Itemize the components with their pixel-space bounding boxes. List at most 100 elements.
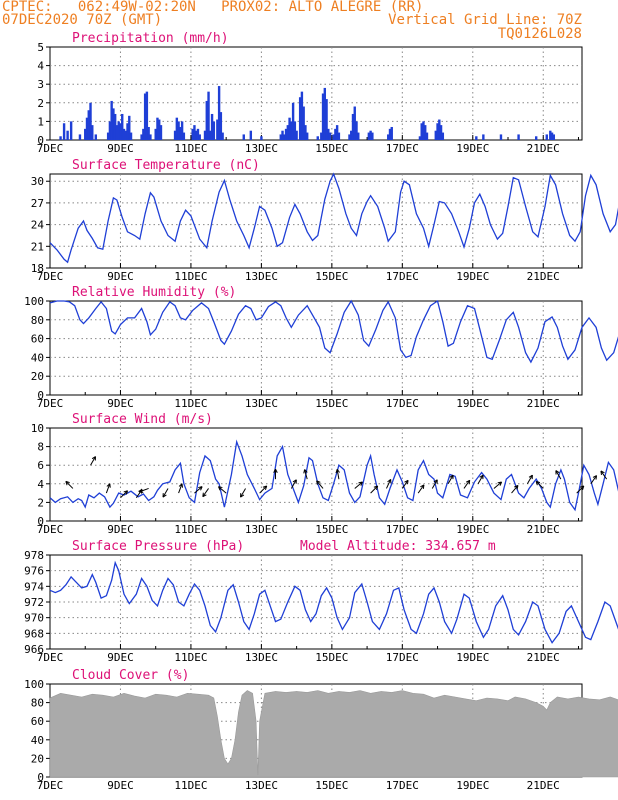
precip-bar bbox=[210, 113, 214, 140]
precip-bar bbox=[425, 132, 429, 140]
y-tick-label: 100 bbox=[24, 678, 44, 691]
wind-arrow-head bbox=[273, 468, 276, 473]
wind-arrow-head bbox=[178, 483, 183, 487]
x-tick-label: 7DEC bbox=[37, 142, 64, 155]
x-tick-label: 13DEC bbox=[245, 142, 278, 155]
x-tick-label: 21DEC bbox=[527, 270, 560, 283]
wind-arrow-head bbox=[303, 469, 306, 474]
y-tick-label: 60 bbox=[31, 715, 44, 728]
x-tick-label: 11DEC bbox=[174, 142, 207, 155]
precip-bar bbox=[177, 121, 180, 140]
wind-arrow-head bbox=[497, 481, 502, 484]
y-tick-label: 40 bbox=[31, 734, 44, 747]
panel-title: Surface Temperature (nC) bbox=[72, 158, 260, 173]
wind-arrow-icon bbox=[477, 474, 484, 485]
wind-arrow-head bbox=[516, 485, 519, 490]
x-tick-label: 15DEC bbox=[315, 651, 348, 664]
x-tick-label: 17DEC bbox=[386, 651, 419, 664]
series-line bbox=[49, 299, 618, 364]
wind-arrow-head bbox=[335, 469, 338, 474]
precip-bar bbox=[321, 93, 325, 140]
wind-arrow-icon bbox=[304, 469, 308, 480]
wind-arrow-head bbox=[141, 489, 143, 494]
wind-arrow-head bbox=[218, 486, 221, 491]
precip-bar bbox=[87, 110, 90, 140]
precip-bar bbox=[129, 132, 133, 140]
wind-arrow-head bbox=[218, 486, 223, 489]
precip-bar bbox=[302, 106, 305, 140]
precip-bar bbox=[173, 130, 177, 140]
x-tick-label: 9DEC bbox=[107, 523, 134, 536]
precip-bar bbox=[482, 134, 485, 140]
wind-arrow-head bbox=[198, 486, 203, 489]
precip-bar bbox=[106, 132, 110, 140]
wind-arrow-head bbox=[162, 494, 167, 498]
precip-bar bbox=[371, 132, 374, 140]
y-tick-label: 24 bbox=[31, 219, 45, 232]
wind-arrow-head bbox=[468, 480, 471, 485]
precip-bar bbox=[348, 134, 351, 140]
wind-arrow-head bbox=[528, 474, 533, 478]
x-tick-label: 11DEC bbox=[174, 779, 207, 792]
wind-arrow-head bbox=[387, 478, 391, 483]
x-tick-label: 11DEC bbox=[174, 523, 207, 536]
precip-bar bbox=[110, 100, 113, 140]
x-tick-label: 13DEC bbox=[245, 779, 278, 792]
wind-arrow-head bbox=[422, 484, 425, 489]
precip-bar bbox=[260, 136, 263, 140]
wind-arrow-head bbox=[555, 470, 560, 474]
x-tick-label: 15DEC bbox=[315, 270, 348, 283]
wind-arrow-head bbox=[536, 480, 541, 484]
precip-bar bbox=[147, 126, 150, 140]
precip-bar bbox=[142, 128, 145, 140]
wind-arrow-icon bbox=[370, 485, 379, 494]
wind-arrow-head bbox=[592, 475, 597, 478]
wind-arrow-icon bbox=[431, 479, 438, 489]
precip-bar bbox=[122, 128, 126, 140]
x-tick-label: 21DEC bbox=[527, 142, 560, 155]
precip-bar bbox=[549, 130, 552, 140]
wind-arrow-head bbox=[420, 484, 425, 488]
x-tick-label: 19DEC bbox=[456, 651, 489, 664]
wind-arrow-icon bbox=[590, 475, 597, 485]
y-tick-label: 20 bbox=[31, 752, 44, 765]
wind-arrow-head bbox=[65, 481, 68, 486]
precip-bar bbox=[119, 123, 122, 140]
wind-arrow-icon bbox=[178, 483, 183, 494]
precip-bar bbox=[293, 121, 297, 140]
precip-bar bbox=[196, 128, 200, 140]
y-tick-label: 30 bbox=[31, 175, 44, 188]
y-tick-label: 3 bbox=[37, 78, 44, 91]
wind-arrow-icon bbox=[354, 481, 363, 489]
series-line bbox=[49, 439, 618, 512]
wind-arrow-head bbox=[358, 481, 363, 484]
precip-bar bbox=[78, 134, 82, 140]
x-tick-label: 17DEC bbox=[386, 397, 419, 410]
precip-bar bbox=[304, 125, 307, 140]
precip-bar bbox=[94, 134, 98, 140]
precip-bar bbox=[191, 128, 194, 140]
header-run-date: 07DEC2020 70Z (GMT) bbox=[2, 12, 163, 28]
precip-bar bbox=[550, 132, 554, 140]
y-tick-label: 27 bbox=[31, 197, 44, 210]
precip-bar bbox=[249, 130, 253, 140]
x-tick-label: 9DEC bbox=[107, 397, 134, 410]
precip-bar bbox=[85, 117, 89, 140]
x-tick-label: 19DEC bbox=[456, 523, 489, 536]
y-tick-label: 0 bbox=[37, 389, 44, 402]
wind-arrow-icon bbox=[139, 487, 149, 493]
y-tick-label: 18 bbox=[31, 262, 44, 275]
wind-arrow-head bbox=[514, 484, 519, 488]
precip-bar bbox=[217, 86, 221, 140]
wind-arrow-head bbox=[123, 490, 128, 493]
precip-bar bbox=[91, 125, 94, 140]
precip-bar bbox=[193, 125, 196, 140]
precip-bar bbox=[117, 121, 120, 140]
precip-bar bbox=[320, 132, 323, 140]
x-tick-label: 9DEC bbox=[107, 270, 134, 283]
precip-bar bbox=[300, 91, 304, 140]
y-tick-label: 100 bbox=[24, 295, 44, 308]
wind-arrow-head bbox=[106, 483, 111, 487]
wind-arrow-head bbox=[535, 481, 538, 486]
